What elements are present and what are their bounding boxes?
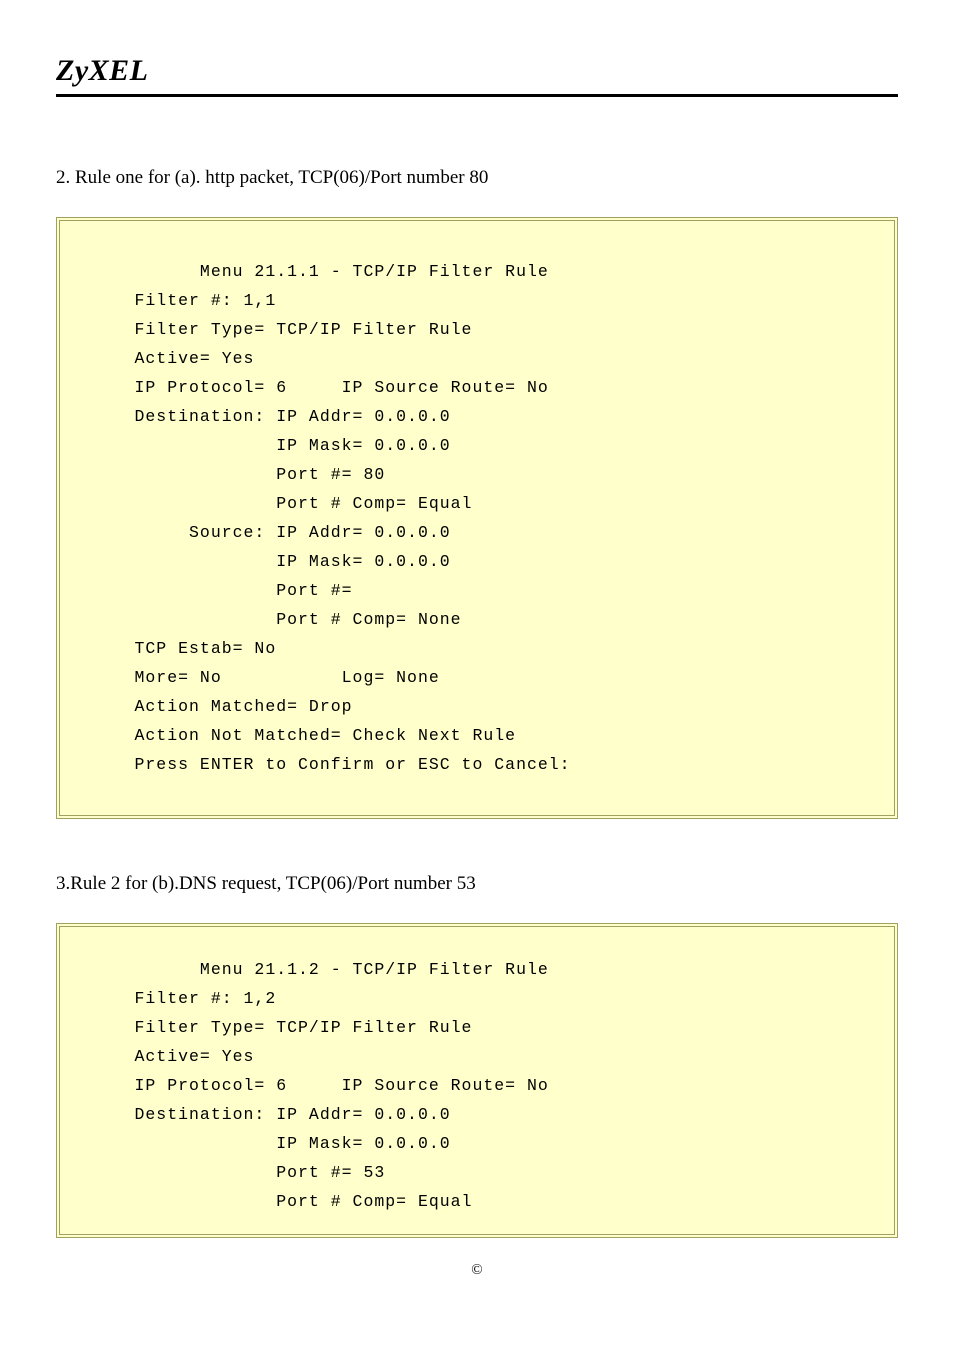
src-ip-addr: Source: IP Addr= 0.0.0.0	[80, 523, 451, 542]
filter-number: Filter #: 1,1	[80, 291, 276, 310]
filter-rule-text-2: Menu 21.1.2 - TCP/IP Filter Rule Filter …	[80, 955, 874, 1216]
more-log: More= No Log= None	[80, 668, 440, 687]
dest-port: Port #= 80	[80, 465, 385, 484]
brand-logo: ZyXEL	[56, 54, 898, 88]
dest-ip-mask: IP Mask= 0.0.0.0	[80, 436, 451, 455]
dest-port: Port #= 53	[80, 1163, 385, 1182]
tcp-estab: TCP Estab= No	[80, 639, 276, 658]
filter-rule-box-2: Menu 21.1.2 - TCP/IP Filter Rule Filter …	[56, 923, 898, 1238]
dest-port-comp: Port # Comp= Equal	[80, 1192, 472, 1211]
active: Active= Yes	[80, 1047, 254, 1066]
dest-ip-mask: IP Mask= 0.0.0.0	[80, 1134, 451, 1153]
filter-number: Filter #: 1,2	[80, 989, 276, 1008]
brand-divider	[56, 94, 898, 97]
src-port: Port #=	[80, 581, 353, 600]
dest-ip-addr: Destination: IP Addr= 0.0.0.0	[80, 1105, 451, 1124]
menu-title: Menu 21.1.1 - TCP/IP Filter Rule	[80, 262, 549, 281]
src-ip-mask: IP Mask= 0.0.0.0	[80, 552, 451, 571]
action-matched: Action Matched= Drop	[80, 697, 353, 716]
filter-rule-text-1: Menu 21.1.1 - TCP/IP Filter Rule Filter …	[80, 257, 874, 779]
document-page: ZyXEL 2. Rule one for (a). http packet, …	[0, 0, 954, 1350]
active: Active= Yes	[80, 349, 254, 368]
filter-rule-box-1: Menu 21.1.1 - TCP/IP Filter Rule Filter …	[56, 217, 898, 819]
dest-port-comp: Port # Comp= Equal	[80, 494, 472, 513]
ip-protocol: IP Protocol= 6 IP Source Route= No	[80, 1076, 549, 1095]
src-port-comp: Port # Comp= None	[80, 610, 462, 629]
section-heading-1: 2. Rule one for (a). http packet, TCP(06…	[56, 167, 898, 189]
dest-ip-addr: Destination: IP Addr= 0.0.0.0	[80, 407, 451, 426]
section-heading-2: 3.Rule 2 for (b).DNS request, TCP(06)/Po…	[56, 873, 898, 895]
page-footer: ©	[56, 1262, 898, 1279]
press-enter-prompt: Press ENTER to Confirm or ESC to Cancel:	[80, 755, 571, 774]
ip-protocol: IP Protocol= 6 IP Source Route= No	[80, 378, 549, 397]
filter-type: Filter Type= TCP/IP Filter Rule	[80, 1018, 472, 1037]
menu-title: Menu 21.1.2 - TCP/IP Filter Rule	[80, 960, 549, 979]
action-not-matched: Action Not Matched= Check Next Rule	[80, 726, 516, 745]
filter-type: Filter Type= TCP/IP Filter Rule	[80, 320, 472, 339]
